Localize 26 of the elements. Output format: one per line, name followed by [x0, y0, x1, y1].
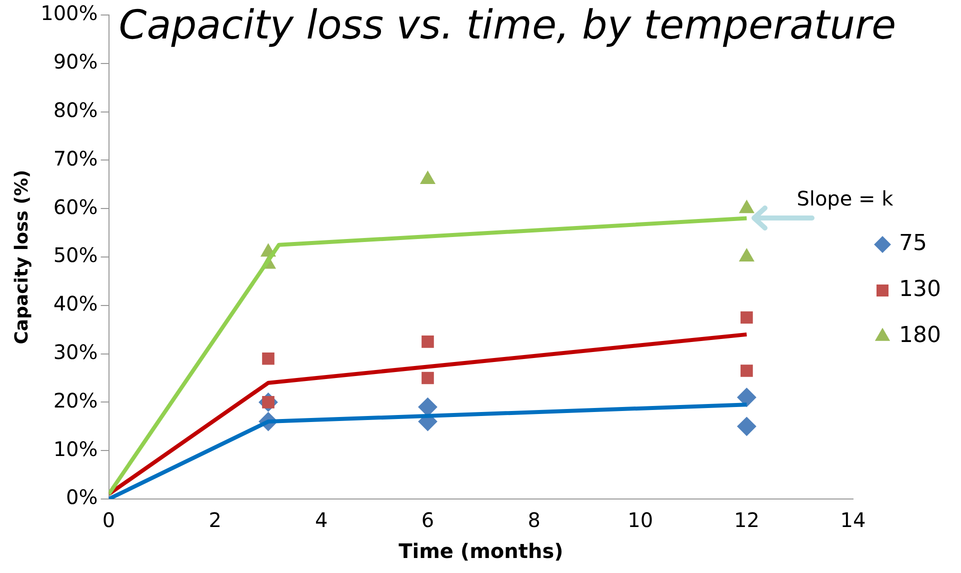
- legend-label: 130: [899, 277, 942, 302]
- y-tick-label: 100%: [40, 1, 98, 26]
- y-axis-title: Capacity loss (%): [11, 170, 32, 344]
- chart-title: Capacity loss vs. time, by temperature: [118, 2, 896, 48]
- x-tick-label: 4: [315, 508, 328, 532]
- y-tick-label: 20%: [53, 388, 98, 412]
- annotation: Slope = k: [796, 186, 894, 210]
- y-tick-label: 30%: [53, 340, 98, 364]
- y-tick-label: 80%: [53, 98, 98, 122]
- y-tick-label: 10%: [53, 436, 98, 461]
- x-tick-label: 14: [840, 508, 866, 532]
- x-axis-title: Time (months): [398, 539, 564, 564]
- y-tick-label: 60%: [53, 194, 98, 219]
- x-tick-label: 0: [102, 508, 116, 532]
- x-tick-label: 10: [628, 508, 654, 532]
- y-tick-label: 70%: [53, 146, 98, 170]
- y-tick-label: 50%: [53, 243, 98, 268]
- y-tick-label: 90%: [53, 50, 98, 74]
- y-tick-label: 0%: [66, 485, 98, 510]
- x-tick-label: 8: [528, 508, 540, 532]
- x-tick-label: 12: [734, 508, 760, 532]
- x-tick-label: 2: [208, 508, 222, 532]
- y-tick-label: 40%: [53, 292, 98, 316]
- x-tick-label: 6: [421, 508, 434, 532]
- legend-label: 75: [899, 231, 928, 256]
- legend-label: 180: [899, 323, 942, 348]
